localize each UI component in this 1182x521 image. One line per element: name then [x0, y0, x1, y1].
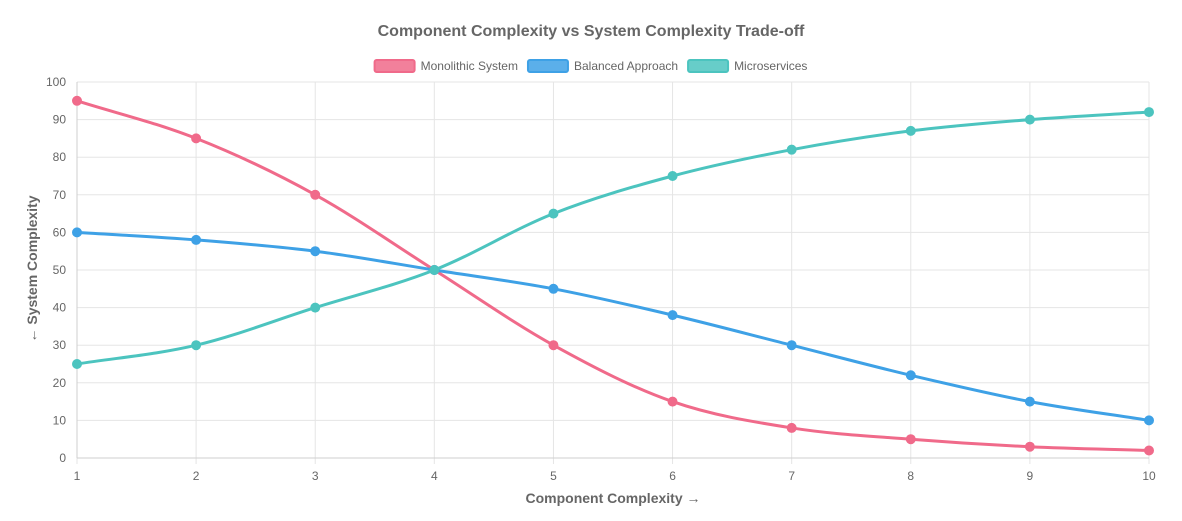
y-tick-label: 40: [53, 301, 67, 315]
chart-title: Component Complexity vs System Complexit…: [378, 23, 805, 40]
legend-item-balanced-approach[interactable]: Balanced Approach: [526, 59, 678, 73]
y-tick-label: 90: [53, 113, 67, 127]
y-tick-label: 60: [53, 225, 67, 239]
data-point-microservices[interactable]: [667, 171, 678, 181]
series-line-monolithic-system: [75, 99, 1151, 452]
data-point-balanced-approach[interactable]: [548, 283, 559, 294]
data-point-monolithic-system[interactable]: [1024, 441, 1035, 452]
data-point-microservices[interactable]: [72, 359, 82, 369]
legend-swatch: [687, 59, 730, 73]
chart-grid: [76, 81, 1150, 464]
x-tick-label: 9: [1027, 469, 1034, 483]
data-point-balanced-approach[interactable]: [786, 340, 797, 351]
y-tick-label: 10: [53, 413, 67, 427]
legend-swatch: [373, 59, 416, 73]
x-tick-label: 8: [907, 469, 914, 483]
chart-legend: Monolithic System Balanced Approach Micros…: [373, 59, 807, 73]
x-tick-label: 7: [788, 469, 795, 483]
legend-item-monolithic-system[interactable]: Monolithic System: [373, 59, 518, 73]
data-point-microservices[interactable]: [310, 302, 321, 313]
data-point-balanced-approach[interactable]: [72, 227, 82, 238]
series-monolithic-system: [72, 95, 1154, 456]
data-point-monolithic-system[interactable]: [667, 396, 678, 407]
x-tick-label: 1: [74, 469, 81, 483]
x-tick-label: 4: [431, 469, 438, 483]
data-point-balanced-approach[interactable]: [667, 310, 678, 321]
data-point-microservices[interactable]: [191, 340, 202, 351]
data-point-microservices[interactable]: [905, 125, 916, 136]
x-tick-label: 2: [193, 469, 200, 483]
y-tick-label: 0: [59, 451, 66, 465]
y-axis-title: ← System Complexity: [24, 195, 40, 342]
series-layer: [72, 95, 1154, 456]
data-point-monolithic-system[interactable]: [1144, 445, 1154, 456]
data-point-balanced-approach[interactable]: [905, 370, 916, 381]
data-point-monolithic-system[interactable]: [905, 434, 916, 445]
x-axis-title: Component Complexity →: [525, 490, 700, 506]
x-tick-label: 5: [550, 469, 557, 483]
x-tick-label: 10: [1142, 469, 1156, 483]
legend-label: Microservices: [734, 59, 807, 73]
legend-label: Balanced Approach: [574, 59, 678, 73]
data-point-balanced-approach[interactable]: [310, 246, 321, 257]
data-point-microservices[interactable]: [548, 208, 559, 219]
data-point-balanced-approach[interactable]: [1144, 415, 1154, 426]
y-tick-label: 100: [46, 75, 66, 89]
series-line-microservices: [75, 110, 1151, 366]
data-point-balanced-approach[interactable]: [1024, 396, 1035, 407]
data-point-microservices[interactable]: [1024, 114, 1035, 125]
legend-label: Monolithic System: [421, 59, 518, 73]
chart-axes: 0 10 20 30 40 50 60 70 80 90 100 1 2 3 4 5 6 7 8 9 10: [46, 75, 1156, 483]
x-tick-label: 3: [312, 469, 319, 483]
data-point-microservices[interactable]: [786, 144, 797, 155]
y-tick-label: 70: [53, 188, 67, 202]
data-point-microservices[interactable]: [429, 265, 440, 275]
series-balanced-approach: [72, 227, 1154, 426]
y-tick-label: 30: [53, 338, 67, 352]
y-tick-label: 50: [53, 263, 67, 277]
series-line-balanced-approach: [75, 230, 1151, 422]
y-tick-label: 20: [53, 376, 67, 390]
data-point-monolithic-system[interactable]: [72, 95, 82, 106]
legend-swatch: [526, 59, 569, 73]
data-point-monolithic-system[interactable]: [310, 189, 321, 200]
data-point-monolithic-system[interactable]: [191, 133, 202, 144]
data-point-monolithic-system[interactable]: [548, 340, 559, 351]
legend-item-microservices[interactable]: Microservices: [687, 59, 807, 73]
data-point-microservices[interactable]: [1144, 107, 1154, 118]
series-microservices: [72, 107, 1154, 369]
data-point-monolithic-system[interactable]: [786, 422, 797, 433]
y-tick-label: 80: [53, 150, 67, 164]
x-tick-label: 6: [669, 469, 676, 483]
data-point-balanced-approach[interactable]: [191, 234, 202, 245]
